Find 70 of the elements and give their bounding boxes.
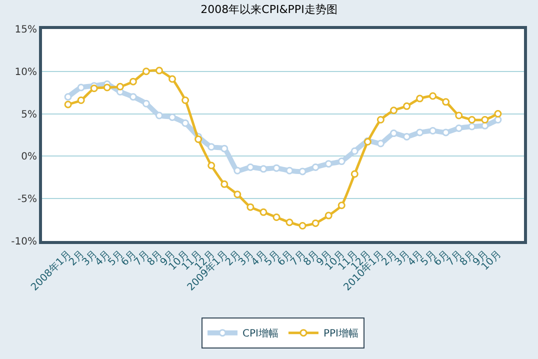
legend-label: PPI增幅 bbox=[323, 328, 358, 340]
point bbox=[312, 219, 320, 227]
point bbox=[168, 113, 176, 121]
point bbox=[272, 164, 280, 172]
point bbox=[481, 122, 489, 130]
point bbox=[429, 92, 437, 100]
point bbox=[194, 135, 202, 143]
y-tick-label: 10% bbox=[14, 66, 37, 78]
point bbox=[338, 202, 346, 210]
point bbox=[481, 116, 489, 124]
point bbox=[442, 98, 450, 106]
point bbox=[142, 100, 150, 108]
point bbox=[338, 158, 346, 166]
y-tick-label: -10% bbox=[11, 236, 37, 248]
point bbox=[129, 93, 137, 101]
point bbox=[234, 190, 242, 198]
point bbox=[494, 110, 502, 118]
y-tick-label: -5% bbox=[18, 194, 37, 206]
point bbox=[350, 147, 358, 155]
y-tick-label: 0% bbox=[21, 152, 37, 163]
point bbox=[376, 116, 384, 124]
point bbox=[182, 96, 190, 104]
point bbox=[390, 106, 398, 114]
point bbox=[182, 119, 190, 127]
point bbox=[416, 94, 424, 102]
point bbox=[455, 112, 463, 120]
point bbox=[286, 166, 294, 174]
chart-title: 2008年以来CPI&PPI走势图 bbox=[200, 3, 338, 16]
point bbox=[272, 214, 280, 222]
point bbox=[208, 143, 216, 151]
point bbox=[103, 84, 111, 92]
point bbox=[64, 100, 72, 108]
point bbox=[403, 102, 411, 110]
point bbox=[455, 124, 463, 132]
point bbox=[220, 144, 228, 152]
y-tick-label: 5% bbox=[21, 109, 37, 120]
point bbox=[298, 222, 306, 230]
point bbox=[246, 203, 254, 211]
point bbox=[77, 84, 85, 92]
point bbox=[155, 66, 163, 74]
point bbox=[64, 93, 72, 101]
point bbox=[442, 128, 450, 136]
point bbox=[90, 84, 98, 92]
point bbox=[312, 163, 320, 171]
point bbox=[246, 163, 254, 171]
point bbox=[129, 78, 137, 86]
legend-label: CPI增幅 bbox=[242, 328, 278, 340]
point bbox=[77, 96, 85, 104]
point bbox=[260, 208, 268, 216]
point bbox=[494, 116, 502, 124]
point bbox=[234, 166, 242, 174]
point bbox=[142, 68, 150, 76]
point bbox=[260, 165, 268, 173]
point bbox=[429, 127, 437, 135]
point bbox=[403, 132, 411, 140]
point bbox=[298, 168, 306, 176]
point bbox=[390, 130, 398, 138]
y-tick-label: 15% bbox=[14, 24, 37, 36]
point bbox=[168, 75, 176, 83]
point bbox=[324, 160, 332, 168]
point bbox=[208, 162, 216, 170]
point bbox=[220, 180, 228, 188]
point bbox=[468, 116, 476, 124]
point bbox=[286, 218, 294, 226]
point bbox=[350, 170, 358, 178]
point bbox=[416, 128, 424, 136]
point bbox=[155, 112, 163, 120]
point bbox=[324, 212, 332, 220]
point bbox=[116, 82, 124, 90]
point bbox=[376, 140, 384, 148]
